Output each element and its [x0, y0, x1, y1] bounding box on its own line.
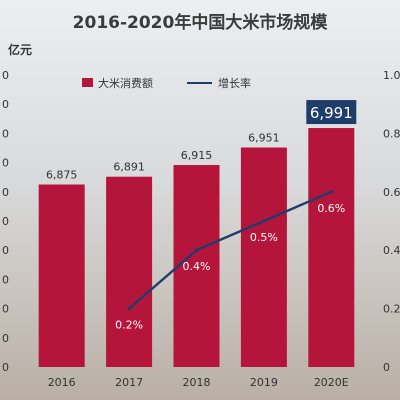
- x-axis-tick: 2016: [48, 376, 76, 389]
- highlight-label-box: [306, 100, 357, 125]
- growth-value-label: 0.6%: [317, 202, 345, 215]
- right-axis-tick: 0.8: [383, 127, 400, 140]
- growth-point: [329, 190, 334, 194]
- growth-value-label: 0.4%: [183, 260, 211, 273]
- left-axis-tick: 0: [2, 186, 9, 199]
- growth-point: [127, 306, 131, 311]
- bar: [240, 147, 287, 367]
- x-axis-tick: 2019: [250, 376, 278, 389]
- legend-label-line: 增长率: [218, 76, 251, 90]
- right-axis-tick: 1.0: [383, 69, 400, 82]
- bar-value-label: 6,891: [113, 161, 145, 174]
- bar: [308, 128, 355, 367]
- growth-line: [128, 190, 332, 310]
- left-axis-tick: 0: [2, 215, 9, 228]
- right-axis-tick: 0.2: [383, 303, 400, 316]
- bar-value-label: 6,951: [248, 132, 280, 145]
- left-axis-tick: 0: [2, 69, 9, 82]
- right-axis-tick: 0: [383, 361, 390, 374]
- growth-point: [262, 219, 266, 223]
- left-axis-tick: 0: [2, 127, 9, 140]
- bar: [106, 176, 153, 367]
- right-axis-tick: 0.6: [383, 186, 400, 199]
- bar-value-label: 6,991: [310, 104, 353, 122]
- left-axis-tick: 0: [2, 98, 9, 111]
- left-axis-tick: 0: [2, 303, 9, 316]
- legend-swatch-bar: [82, 78, 93, 87]
- growth-value-label: 0.5%: [250, 231, 278, 244]
- left-axis-tick: 0: [2, 332, 9, 345]
- right-axis-tick: 0.4: [383, 244, 400, 257]
- left-axis-tick: 0: [2, 157, 9, 170]
- left-axis-tick: 0: [2, 244, 9, 257]
- chart-title: 2016-2020年中国大米市场规模: [72, 13, 328, 33]
- bar-value-label: 6,915: [181, 149, 213, 162]
- bar: [173, 165, 220, 367]
- x-axis-tick: 2018: [183, 376, 211, 389]
- bar: [38, 184, 85, 367]
- legend-label-bar: 大米消费额: [98, 76, 153, 90]
- left-axis-tick: 0: [2, 273, 9, 286]
- x-axis-tick: 2017: [115, 376, 143, 389]
- left-axis-unit: 亿元: [8, 43, 33, 57]
- growth-value-label: 0.2%: [115, 319, 143, 332]
- bar-value-label: 6,875: [46, 169, 78, 182]
- growth-point: [194, 248, 199, 252]
- x-axis-tick: 2020E: [314, 376, 349, 389]
- left-axis-tick: 0: [2, 361, 9, 374]
